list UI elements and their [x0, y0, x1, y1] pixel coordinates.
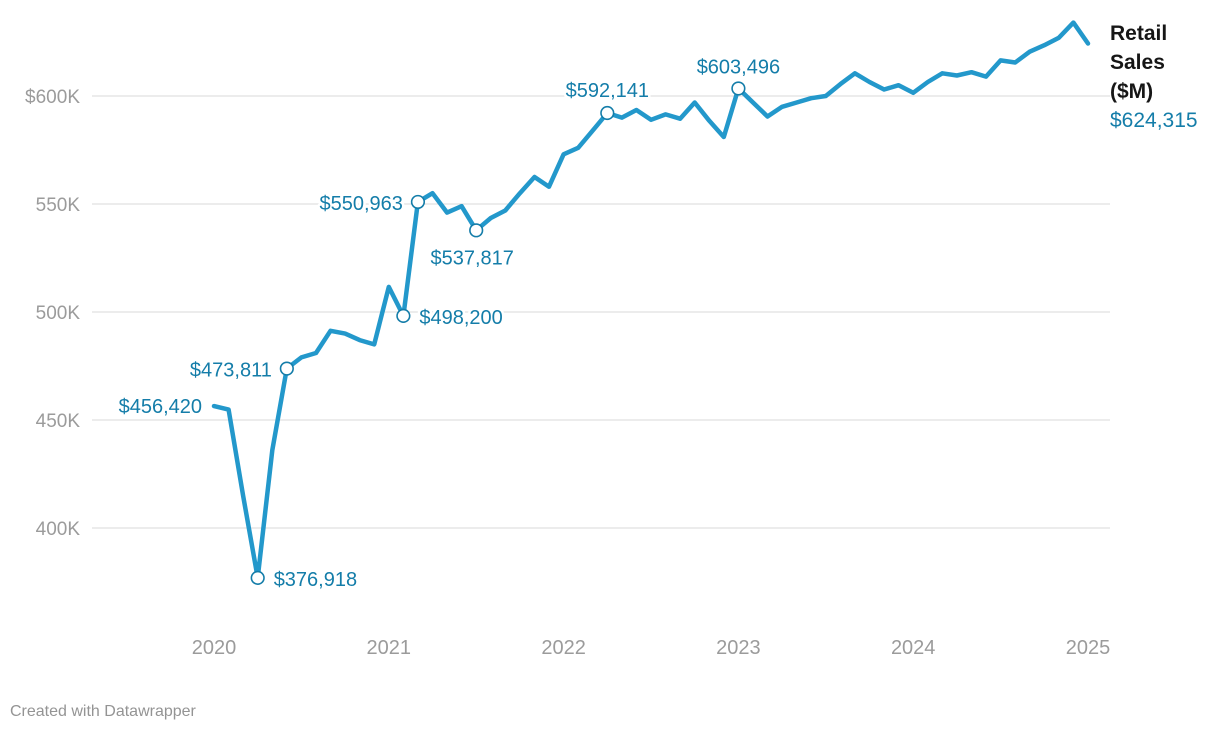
data-point-marker[interactable] [279, 361, 294, 376]
y-axis-tick-label: $600K [25, 87, 80, 108]
value-annotation: $550,963 [320, 193, 403, 215]
latest-value-label: $624,315 [1110, 109, 1198, 132]
retail-sales-line[interactable] [211, 20, 1091, 581]
data-point-marker[interactable] [396, 308, 411, 323]
series-title-line-1: Retail [1110, 22, 1168, 45]
series-legend: Retail Sales ($M) $624,315 [1110, 19, 1218, 135]
x-axis-tick-label: 2023 [716, 637, 761, 659]
x-axis-tick-label: 2020 [192, 637, 237, 659]
data-point-marker[interactable] [410, 194, 426, 210]
value-annotation: $498,200 [419, 307, 502, 329]
value-annotation: $537,817 [430, 247, 513, 269]
value-annotation: $456,420 [119, 396, 202, 418]
x-axis-tick-label: 2024 [891, 637, 936, 659]
series-title-line-3: ($M) [1110, 80, 1154, 103]
x-axis-tick-label: 2025 [1066, 637, 1111, 659]
data-point-marker[interactable] [731, 81, 746, 96]
x-axis-tick-label: 2021 [367, 637, 412, 659]
data-point-marker[interactable] [469, 223, 484, 238]
x-axis-tick-label: 2022 [541, 637, 586, 659]
y-axis-tick-label: 500K [36, 303, 81, 324]
y-axis-tick-label: 550K [36, 195, 81, 216]
value-annotation: $473,811 [190, 360, 272, 382]
data-point-marker[interactable] [600, 105, 615, 121]
value-annotation: $603,496 [697, 56, 780, 78]
y-axis-tick-label: 400K [36, 519, 81, 540]
data-point-marker[interactable] [250, 570, 265, 585]
series-title-line-2: Sales [1110, 51, 1165, 74]
y-axis-tick-label: 450K [36, 411, 81, 432]
datawrapper-attribution-link[interactable]: Created with Datawrapper [10, 703, 196, 720]
value-annotation: $376,918 [274, 569, 357, 591]
value-annotation: $592,141 [566, 80, 649, 102]
